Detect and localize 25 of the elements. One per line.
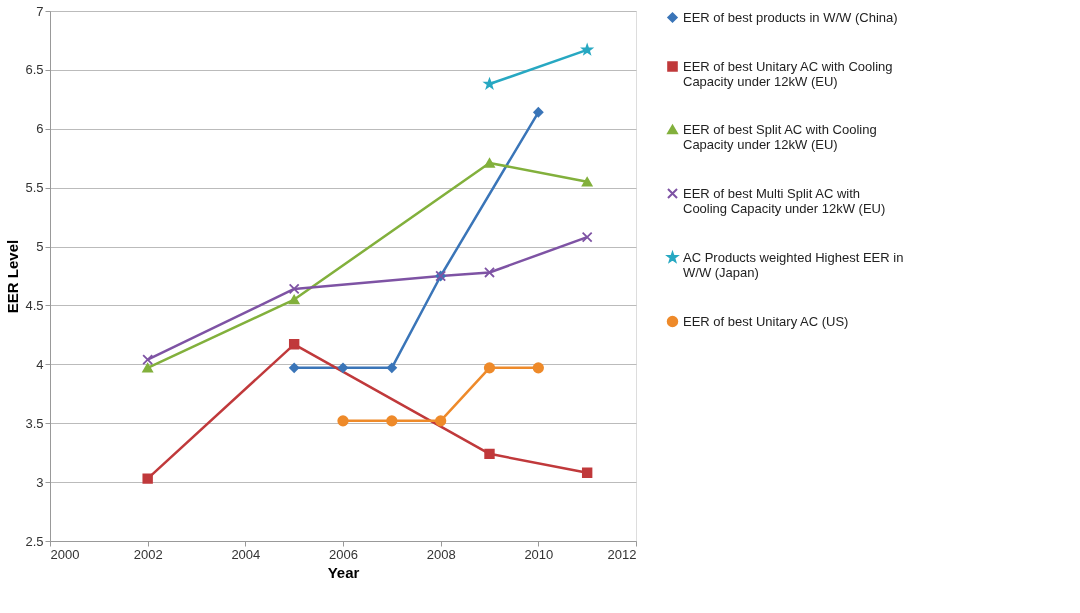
x-tick-label: 2004 (231, 546, 261, 562)
y-tick-label: 3.5 (25, 415, 44, 431)
legend-label: EER of best products in W/W (China) (683, 9, 898, 25)
legend-label: EER of best Split AC with Cooling Capacity under 12kW (EU) (683, 121, 877, 152)
y-tick-label: 5 (36, 239, 44, 255)
legend-label: EER of best Unitary AC (US) (683, 313, 849, 329)
y-tick-label: 4.5 (25, 297, 44, 313)
y-tick-label: 6.5 (25, 62, 44, 78)
legend-label: EER of best Unitary AC with Cooling Capacity under 12kW (EU) (683, 58, 893, 89)
x-tick-label: 2010 (524, 546, 554, 562)
x-tick-label: 2006 (329, 546, 358, 562)
y-tick-label: 6 (36, 121, 44, 137)
y-tick-label: 4 (36, 356, 44, 372)
y-axis-title: EER Level (4, 239, 22, 314)
legend-label: AC Products weighted Highest EER in W/W (Japan) (683, 249, 904, 280)
x-tick-label: 2012 (607, 546, 637, 562)
x-tick-label: 2002 (133, 546, 163, 562)
x-axis-title: Year (327, 563, 360, 581)
legend-label: EER of best Multi Split AC with Cooling Capacity under 12kW (EU) (683, 185, 886, 216)
y-tick-label: 2.5 (25, 533, 44, 549)
y-tick-label: 7 (36, 3, 44, 19)
y-tick-label: 3 (36, 474, 44, 490)
x-tick-label: 2000 (50, 546, 80, 562)
x-tick-label: 2008 (426, 546, 456, 562)
y-tick-label: 5.5 (25, 180, 44, 196)
